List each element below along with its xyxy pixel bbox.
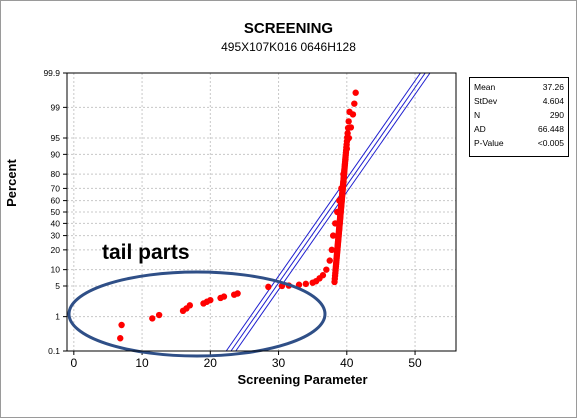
stat-value: 290 [549,110,564,120]
x-tick-label: 40 [340,356,354,370]
y-tick-label: 0.1 [48,346,60,356]
confidence-band-line [225,72,421,352]
stat-label: AD [474,124,486,134]
fit-lines [225,72,431,352]
y-tick-label: 40 [51,218,61,228]
y-tick-label: 30 [51,231,61,241]
y-tick-label: 90 [51,149,61,159]
stat-value: 66.448 [538,124,564,134]
stats-legend: Mean 37.26 StDev 4.604 N 290 AD 66.448 P… [469,77,569,157]
tail-highlight-ellipse [67,270,327,358]
y-tick-label: 99.9 [43,68,60,78]
data-point [329,232,337,239]
plot-area-border [66,72,457,352]
chart-title: SCREENING [243,20,334,37]
chart-subtitle: 495X107K016 0646H128 [221,40,356,54]
stat-label: StDev [474,96,498,106]
y-tick-label: 10 [51,265,61,275]
data-point [117,335,124,342]
data-point [346,108,353,116]
data-point [344,130,351,137]
y-tick-label: 20 [51,245,61,255]
data-point [326,257,333,264]
y-tick-label: 80 [51,169,61,179]
stat-row-stdev: StDev 4.604 [474,96,564,109]
data-point [234,290,241,297]
data-point [344,124,352,132]
y-tick-label: 60 [51,196,61,206]
data-point [155,311,163,319]
stat-row-n: N 290 [474,110,564,123]
stat-row-ad: AD 66.448 [474,124,564,137]
stat-value: <0.005 [537,138,564,148]
data-point [328,246,335,254]
x-tick-label: 0 [70,356,77,370]
x-tick-label: 30 [272,356,286,370]
y-tick-label: 99 [51,102,61,112]
x-axis-ticks: 0 10 20 30 40 50 [70,351,422,370]
x-tick-label: 20 [204,356,218,370]
data-point [220,293,228,300]
data-point [149,315,156,322]
y-axis-label: Percent [4,159,19,207]
y-tick-label: 5 [55,281,60,291]
data-point [319,272,327,279]
stat-value: 4.604 [542,96,564,106]
data-points [117,89,359,342]
x-tick-label: 50 [408,356,422,370]
data-point [295,281,303,288]
x-tick-label: 10 [135,356,149,370]
y-tick-label: 50 [51,207,61,217]
fit-line [230,72,426,352]
stat-row-mean: Mean 37.26 [474,82,564,95]
stat-label: Mean [474,82,496,92]
data-point [302,280,310,288]
data-point [323,266,330,273]
y-tick-label: 95 [51,133,61,143]
tail-parts-annotation: tail parts [102,241,190,264]
stat-row-pvalue: P-Value <0.005 [474,138,564,151]
data-point [345,118,352,125]
y-tick-label: 70 [51,183,61,193]
confidence-band-line [235,72,431,352]
stat-value: 37.26 [542,82,564,92]
stat-label: N [474,110,481,120]
data-point [118,321,125,329]
data-point [265,283,272,291]
stat-label: P-Value [474,138,504,148]
grid-lines [67,73,456,351]
data-point [352,89,359,96]
y-tick-label: 1 [55,312,60,322]
data-point [186,302,194,309]
data-point [207,296,214,304]
data-point [351,100,358,107]
x-axis-label: Screening Parameter [237,372,368,387]
